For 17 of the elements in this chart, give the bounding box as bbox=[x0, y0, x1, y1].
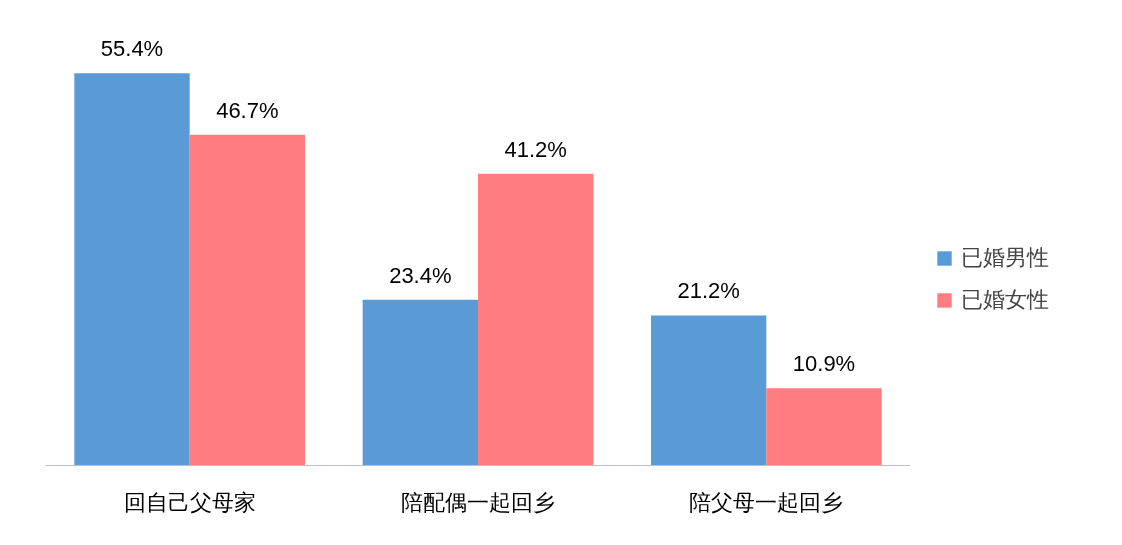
data-label: 55.4% bbox=[100, 36, 164, 62]
legend-label: 已婚女性 bbox=[961, 286, 1049, 314]
bar bbox=[766, 388, 882, 466]
legend-label: 已婚男性 bbox=[961, 244, 1049, 272]
data-label: 23.4% bbox=[389, 262, 452, 288]
data-label: 21.2% bbox=[677, 278, 740, 304]
data-label: 46.7% bbox=[216, 97, 279, 123]
bar bbox=[651, 315, 767, 466]
x-tick-label: 回自己父母家 bbox=[123, 489, 256, 515]
bar bbox=[478, 173, 594, 466]
data-label: 41.2% bbox=[504, 136, 567, 162]
bar bbox=[362, 299, 478, 466]
bar bbox=[74, 73, 190, 466]
x-tick-label: 陪父母一起回乡 bbox=[689, 489, 844, 515]
data-label: 10.9% bbox=[792, 351, 856, 377]
x-tick-label: 陪配偶一起回乡 bbox=[401, 489, 555, 515]
bar bbox=[189, 134, 305, 466]
